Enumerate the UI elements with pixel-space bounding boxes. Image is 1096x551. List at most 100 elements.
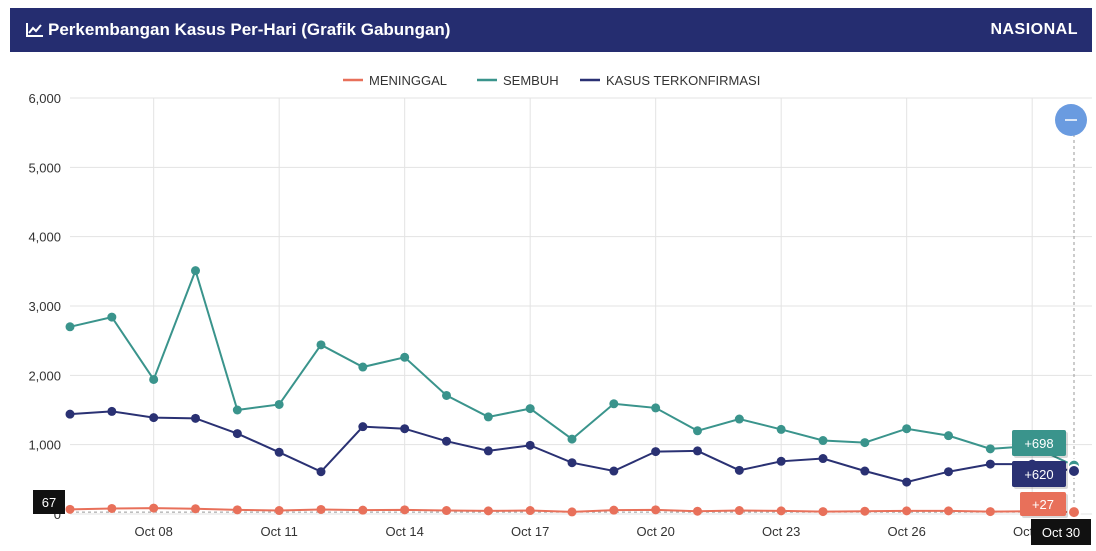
line-chart-icon: [26, 23, 43, 37]
tooltip-terkonfirmasi: [1012, 461, 1066, 487]
chart-title: Perkembangan Kasus Per-Hari (Grafik Gabu…: [26, 8, 450, 52]
data-point[interactable]: [400, 505, 410, 515]
data-point[interactable]: [358, 422, 368, 432]
legend-label[interactable]: MENINGGAL: [369, 73, 447, 88]
data-point[interactable]: [400, 424, 410, 434]
data-point[interactable]: [442, 506, 451, 516]
data-point[interactable]: [609, 466, 619, 476]
data-point[interactable]: [65, 322, 75, 332]
data-point[interactable]: [651, 403, 661, 413]
data-point[interactable]: [191, 266, 200, 276]
data-point[interactable]: [358, 362, 368, 372]
data-point[interactable]: [693, 446, 702, 456]
x-tick-label: Oct 26: [888, 524, 926, 539]
data-point[interactable]: [985, 459, 995, 469]
data-point[interactable]: [693, 426, 702, 436]
chart-header: Perkembangan Kasus Per-Hari (Grafik Gabu…: [10, 8, 1092, 52]
combined-line-chart: 6,000 5,000 4,000 3,000 2,000 1,000 0 Oct 08 Oct…: [28, 73, 1092, 545]
x-tick-label: Oct 14: [386, 524, 424, 539]
y-tick-label: 5,000: [28, 160, 61, 175]
data-point-active[interactable]: [1067, 464, 1081, 479]
tooltip-terkonfirmasi-text: +620: [1024, 467, 1053, 482]
region-label: NASIONAL: [990, 21, 1078, 38]
y-tick-label: 4,000: [28, 230, 61, 245]
data-point[interactable]: [525, 404, 535, 414]
legend-label[interactable]: SEMBUH: [503, 73, 559, 88]
data-point[interactable]: [316, 504, 326, 514]
data-point[interactable]: [525, 440, 535, 450]
data-point[interactable]: [818, 436, 828, 446]
chart-title-text: Perkembangan Kasus Per-Hari (Grafik Gabu…: [48, 20, 451, 39]
data-point[interactable]: [734, 465, 744, 475]
tooltip-sembuh-text: +698: [1024, 436, 1053, 451]
data-point[interactable]: [65, 504, 75, 514]
y-tick-label: 2,000: [28, 368, 61, 383]
data-point[interactable]: [191, 413, 200, 423]
x-tick-label: Oct 17: [511, 524, 549, 539]
data-point[interactable]: [525, 506, 535, 516]
data-point[interactable]: [818, 454, 828, 464]
data-point[interactable]: [483, 446, 493, 456]
data-point[interactable]: [107, 503, 117, 513]
data-point[interactable]: [860, 438, 870, 448]
data-point[interactable]: [985, 444, 995, 454]
tooltip-meninggal-text: +27: [1032, 497, 1054, 512]
data-point[interactable]: [107, 406, 117, 416]
data-point[interactable]: [776, 456, 786, 466]
x-crosshair-badge-text: Oct 30: [1042, 525, 1080, 540]
data-point[interactable]: [442, 436, 451, 446]
data-point[interactable]: [944, 431, 953, 441]
data-point[interactable]: [232, 505, 242, 515]
data-point[interactable]: [860, 506, 870, 516]
data-point[interactable]: [274, 447, 284, 457]
data-point[interactable]: [776, 506, 786, 516]
data-point[interactable]: [651, 505, 661, 515]
data-point[interactable]: [609, 505, 619, 515]
data-point[interactable]: [191, 504, 200, 514]
data-point[interactable]: [274, 506, 284, 516]
data-point[interactable]: [860, 466, 870, 476]
data-point[interactable]: [902, 424, 912, 434]
data-point[interactable]: [400, 352, 410, 362]
data-point[interactable]: [274, 399, 284, 409]
data-point[interactable]: [483, 506, 493, 516]
data-point-active[interactable]: [1067, 505, 1081, 520]
data-point[interactable]: [567, 507, 577, 517]
y-tick-label: 0: [54, 507, 61, 522]
data-point[interactable]: [651, 447, 661, 457]
legend-label[interactable]: KASUS TERKONFIRMASI: [606, 73, 760, 88]
x-crosshair-badge: [1031, 519, 1091, 545]
data-point[interactable]: [734, 414, 744, 424]
data-point[interactable]: [149, 413, 159, 423]
x-tick-label: Oct 23: [762, 524, 800, 539]
data-point[interactable]: [149, 374, 159, 384]
data-point[interactable]: [944, 506, 953, 516]
data-point[interactable]: [149, 503, 159, 513]
data-point[interactable]: [567, 458, 577, 468]
data-point[interactable]: [944, 467, 953, 477]
data-point[interactable]: [316, 467, 326, 477]
y-tick-label: 1,000: [28, 438, 61, 453]
data-point[interactable]: [316, 340, 326, 350]
data-point[interactable]: [734, 506, 744, 516]
y-crosshair-badge-text: 67: [42, 495, 56, 510]
data-point[interactable]: [358, 505, 368, 515]
data-point[interactable]: [107, 312, 117, 322]
data-point[interactable]: [985, 507, 995, 517]
data-point[interactable]: [693, 506, 702, 516]
data-point[interactable]: [442, 390, 451, 400]
data-point[interactable]: [232, 429, 242, 439]
y-tick-label: 3,000: [28, 299, 61, 314]
data-point[interactable]: [232, 405, 242, 415]
data-point[interactable]: [567, 434, 577, 444]
y-crosshair-badge: [33, 490, 65, 514]
x-tick-label: Oct 08: [135, 524, 173, 539]
data-point[interactable]: [65, 409, 75, 419]
data-point[interactable]: [776, 424, 786, 434]
data-point[interactable]: [902, 506, 912, 516]
data-point[interactable]: [483, 412, 493, 422]
data-point[interactable]: [609, 399, 619, 409]
data-point[interactable]: [818, 507, 828, 517]
tooltip-meninggal: [1020, 492, 1066, 516]
data-point[interactable]: [902, 477, 912, 487]
